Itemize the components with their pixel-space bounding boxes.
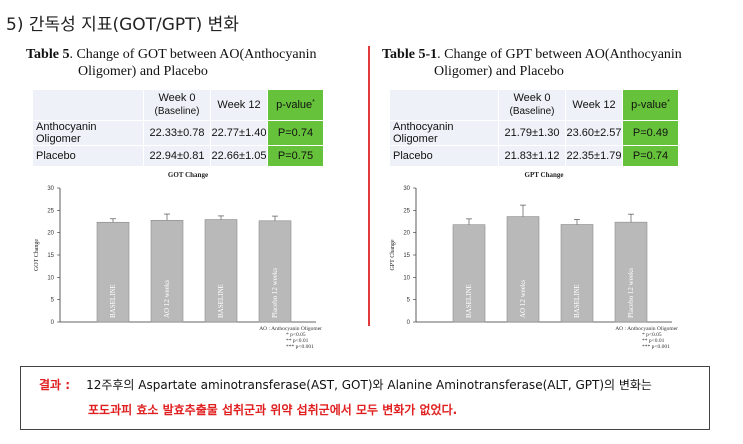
got-table: Week 0 (Baseline) Week 12 p-value* Anthoc… xyxy=(32,89,324,167)
gpt-footnote: *** p<0.001 xyxy=(642,344,670,350)
gpt-header-pvalue: p-value* xyxy=(622,89,679,121)
got-header-pvalue: p-value* xyxy=(267,89,324,121)
gpt-category-label: BASELINE xyxy=(573,284,581,318)
gpt-bar xyxy=(614,221,648,323)
gpt-y-tick-label: 10 xyxy=(403,275,410,281)
got-footnote: ** p<0.01 xyxy=(286,338,309,344)
gpt-chart-ylabel: GPT Change xyxy=(390,239,396,270)
got-table-title: Table 5. Change of GOT between AO(Anthoc… xyxy=(26,47,317,79)
got-bar xyxy=(204,219,238,323)
got-bar xyxy=(258,220,292,323)
table-row: Placebo 21.83±1.12 22.35±1.79 P=0.74 xyxy=(389,145,679,167)
gpt-bar xyxy=(452,224,486,323)
table-row: Anthocyanin Oligomer 22.33±0.78 22.77±1.… xyxy=(32,120,324,146)
gpt-y-tick-label: 30 xyxy=(403,186,410,192)
gpt-footnote: * p<0.05 xyxy=(642,332,662,338)
got-category-label: BASELINE xyxy=(109,284,117,318)
gpt-header-week0: Week 0 (Baseline) xyxy=(498,89,566,121)
gpt-bar xyxy=(506,216,540,323)
got-chart: GOT Change GOT Change 0 5 10 15 20 25 30 BASELINE… xyxy=(34,171,322,350)
gpt-header-week12: Week 12 xyxy=(565,89,623,121)
gpt-y-tick-label: 25 xyxy=(403,208,410,214)
gpt-table-title: Table 5-1. Change of GPT between AO(Anth… xyxy=(382,47,682,79)
got-footnote: *** p<0.001 xyxy=(286,344,314,350)
got-y-tick-label: 25 xyxy=(47,208,54,214)
got-header-week0: Week 0 (Baseline) xyxy=(143,89,211,121)
got-category-label: BASELINE xyxy=(217,284,225,318)
gpt-y-tick-label: 20 xyxy=(403,231,410,237)
got-category-label: AO 12 weeks xyxy=(163,280,171,318)
divider xyxy=(368,46,370,326)
got-y-tick-label: 20 xyxy=(47,231,54,237)
gpt-table-label: Table 5-1 xyxy=(382,47,438,62)
gpt-chart: GPT Change GPT Change 0 5 10 15 20 25 30 BASELINE… xyxy=(390,171,678,350)
got-footnote: * p<0.05 xyxy=(286,332,306,338)
got-y-tick-label: 15 xyxy=(47,253,54,259)
got-chart-title: GOT Change xyxy=(168,171,208,179)
gpt-footnote: AO : Anthocyanin Oligomer xyxy=(615,326,678,332)
got-category-label: Placebo 12 weeks xyxy=(271,268,279,318)
got-y-tick-label: 0 xyxy=(51,320,55,326)
gpt-y-tick-label: 5 xyxy=(407,298,411,304)
result-line-2: 포도과피 효소 발효추출물 섭취군과 위약 섭취군에서 모두 변화가 없었다. xyxy=(88,403,458,417)
got-y-tick-label: 30 xyxy=(47,186,54,192)
table-row: Anthocyanin Oligomer 21.79±1.30 23.60±2.… xyxy=(389,120,679,146)
gpt-footnote: ** p<0.01 xyxy=(642,338,665,344)
result-line-1: 결과 :12주후의 Aspartate aminotransferase(AST… xyxy=(39,378,652,392)
gpt-category-label: Placebo 12 weeks xyxy=(627,268,635,318)
gpt-category-label: AO 12 weeks xyxy=(519,280,527,318)
section-title: 5) 간독성 지표(GOT/GPT) 변화 xyxy=(6,15,239,35)
got-y-tick-label: 5 xyxy=(51,298,55,304)
gpt-y-tick-label: 0 xyxy=(407,320,411,326)
got-table-label: Table 5 xyxy=(26,47,70,62)
gpt-panel: Table 5-1. Change of GPT between AO(Anth… xyxy=(382,46,730,80)
got-chart-ylabel: GOT Change xyxy=(34,239,40,271)
got-panel: Table 5. Change of GOT between AO(Anthoc… xyxy=(26,46,374,80)
gpt-chart-title: GPT Change xyxy=(525,171,564,179)
result-label: 결과 : xyxy=(39,378,71,392)
got-header-week12: Week 12 xyxy=(210,89,268,121)
gpt-table: Week 0 (Baseline) Week 12 p-value* Anthoc… xyxy=(389,89,679,167)
got-bar xyxy=(96,221,130,323)
result-box: 결과 :12주후의 Aspartate aminotransferase(AST… xyxy=(20,366,710,430)
table-row: Placebo 22.94±0.81 22.66±1.05 P=0.75 xyxy=(32,145,324,167)
got-footnote: AO : Anthocyanin Oligomer xyxy=(259,326,322,332)
got-bar xyxy=(150,219,184,323)
gpt-y-tick-label: 15 xyxy=(403,253,410,259)
gpt-bar xyxy=(560,224,594,323)
gpt-category-label: BASELINE xyxy=(465,284,473,318)
got-y-tick-label: 10 xyxy=(47,275,54,281)
